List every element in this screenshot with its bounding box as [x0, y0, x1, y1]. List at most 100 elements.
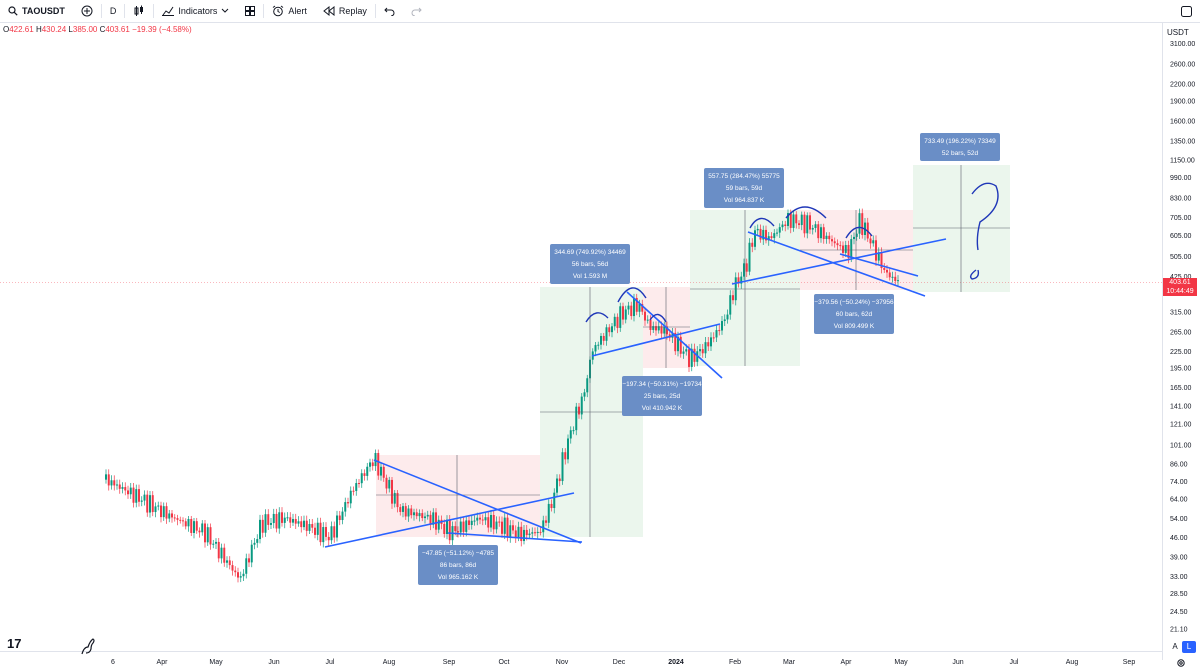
- candle-down: [847, 244, 850, 259]
- candle-down: [176, 518, 179, 520]
- candle-up: [850, 239, 853, 259]
- candle-down: [550, 503, 553, 509]
- candle-up: [528, 533, 531, 536]
- candle-up: [748, 242, 751, 272]
- time-tick-label: Nov: [556, 659, 569, 666]
- candle-down: [732, 295, 734, 301]
- candle-up: [600, 335, 602, 345]
- layout-button[interactable]: [237, 0, 263, 22]
- candle-down: [718, 330, 721, 332]
- price-tick-label: 86.00: [1170, 462, 1188, 469]
- candle-down: [869, 238, 872, 244]
- time-axis-border: [0, 651, 1162, 652]
- candle-down: [602, 335, 605, 341]
- candle-up: [355, 483, 358, 491]
- candle-up: [484, 517, 487, 521]
- candle-up: [825, 235, 828, 240]
- candle-up: [259, 519, 261, 540]
- candle-down: [828, 235, 831, 240]
- auto-scale-button[interactable]: A: [1172, 642, 1178, 651]
- candle-down: [679, 336, 682, 354]
- price-tick-label: 165.00: [1170, 385, 1192, 392]
- currency-label[interactable]: USDT: [1167, 28, 1189, 37]
- candle-up: [330, 526, 333, 541]
- candle-up: [773, 233, 776, 239]
- log-scale-button[interactable]: L: [1182, 641, 1196, 653]
- high-key: H: [35, 25, 42, 34]
- candle-up: [270, 523, 272, 525]
- fullscreen-button[interactable]: [1173, 0, 1200, 22]
- measurement-label-box: [622, 376, 702, 416]
- low-value: 385.00: [72, 25, 98, 34]
- time-tick-label: Apr: [841, 659, 853, 666]
- candle-up: [811, 227, 814, 230]
- candle-down: [190, 518, 193, 533]
- redo-button[interactable]: [403, 0, 430, 22]
- candle-down: [209, 527, 212, 545]
- candle-up: [168, 513, 171, 519]
- hand-drawn-annotation: [845, 226, 873, 239]
- candle-down: [886, 269, 888, 273]
- indicators-icon: [162, 6, 175, 16]
- trendline: [591, 323, 721, 357]
- time-tick-label: Sep: [443, 659, 456, 666]
- measurement-label-text: Vol 410.942 K: [642, 405, 683, 412]
- candle-up: [517, 526, 520, 538]
- price-tick-label: 1600.00: [1170, 119, 1195, 126]
- candle-down: [234, 570, 237, 573]
- price-tick-label: 121.00: [1170, 422, 1192, 429]
- candle-up: [407, 508, 410, 517]
- candle-up: [792, 214, 795, 228]
- candle-up: [800, 214, 803, 226]
- top-toolbar: TAOUSDT D Indicators Alert Replay: [0, 0, 1200, 23]
- candle-down: [842, 245, 844, 253]
- measurement-label-text: 344.69 (749.92%) 34469: [554, 249, 626, 256]
- indicators-label: Indicators: [178, 6, 218, 16]
- candle-down: [836, 243, 839, 246]
- indicators-button[interactable]: Indicators: [154, 0, 237, 22]
- candle-up: [129, 487, 132, 495]
- time-tick-label: 6: [111, 659, 115, 666]
- replay-button[interactable]: Replay: [315, 0, 375, 22]
- candle-up: [536, 531, 539, 534]
- symbol-search[interactable]: TAOUSDT: [0, 0, 73, 22]
- candle-up: [682, 351, 685, 354]
- price-tick-label: 24.50: [1170, 609, 1188, 616]
- candle-up: [677, 336, 679, 352]
- candle-up: [446, 519, 448, 534]
- candle-up: [561, 452, 564, 482]
- candle-up: [787, 213, 789, 226]
- hand-drawn-annotation: [585, 312, 609, 323]
- candle-down: [327, 536, 330, 541]
- price-tick-label: 21.10: [1170, 626, 1188, 633]
- measurement-label-box: [704, 168, 784, 208]
- candle-down: [534, 532, 536, 534]
- replay-label: Replay: [338, 6, 367, 16]
- candle-up: [490, 514, 492, 528]
- candle-up: [239, 576, 242, 578]
- candle-up: [162, 506, 165, 518]
- candle-down: [289, 517, 292, 523]
- alert-button[interactable]: Alert: [264, 0, 315, 22]
- candle-down: [875, 240, 877, 261]
- price-tick-label: 101.00: [1170, 443, 1192, 450]
- compare-button[interactable]: [73, 0, 101, 22]
- candle-up: [121, 487, 124, 489]
- candle-down: [305, 520, 308, 531]
- candle-down: [558, 478, 561, 482]
- measurement-label-text: 86 bars, 86d: [440, 562, 477, 569]
- candle-down: [107, 474, 110, 486]
- interval-button[interactable]: D: [102, 0, 125, 22]
- candle-down: [789, 213, 792, 228]
- chart-type-button[interactable]: [125, 0, 153, 22]
- undo-button[interactable]: [376, 0, 403, 22]
- candles-icon: [134, 5, 144, 16]
- candle-down: [520, 526, 523, 542]
- candle-down: [655, 326, 657, 331]
- candle-down: [564, 452, 567, 460]
- candle-up: [105, 474, 107, 480]
- candle-down: [281, 512, 283, 523]
- gear-icon[interactable]: [1176, 658, 1186, 668]
- toolbar-divider: [153, 4, 155, 18]
